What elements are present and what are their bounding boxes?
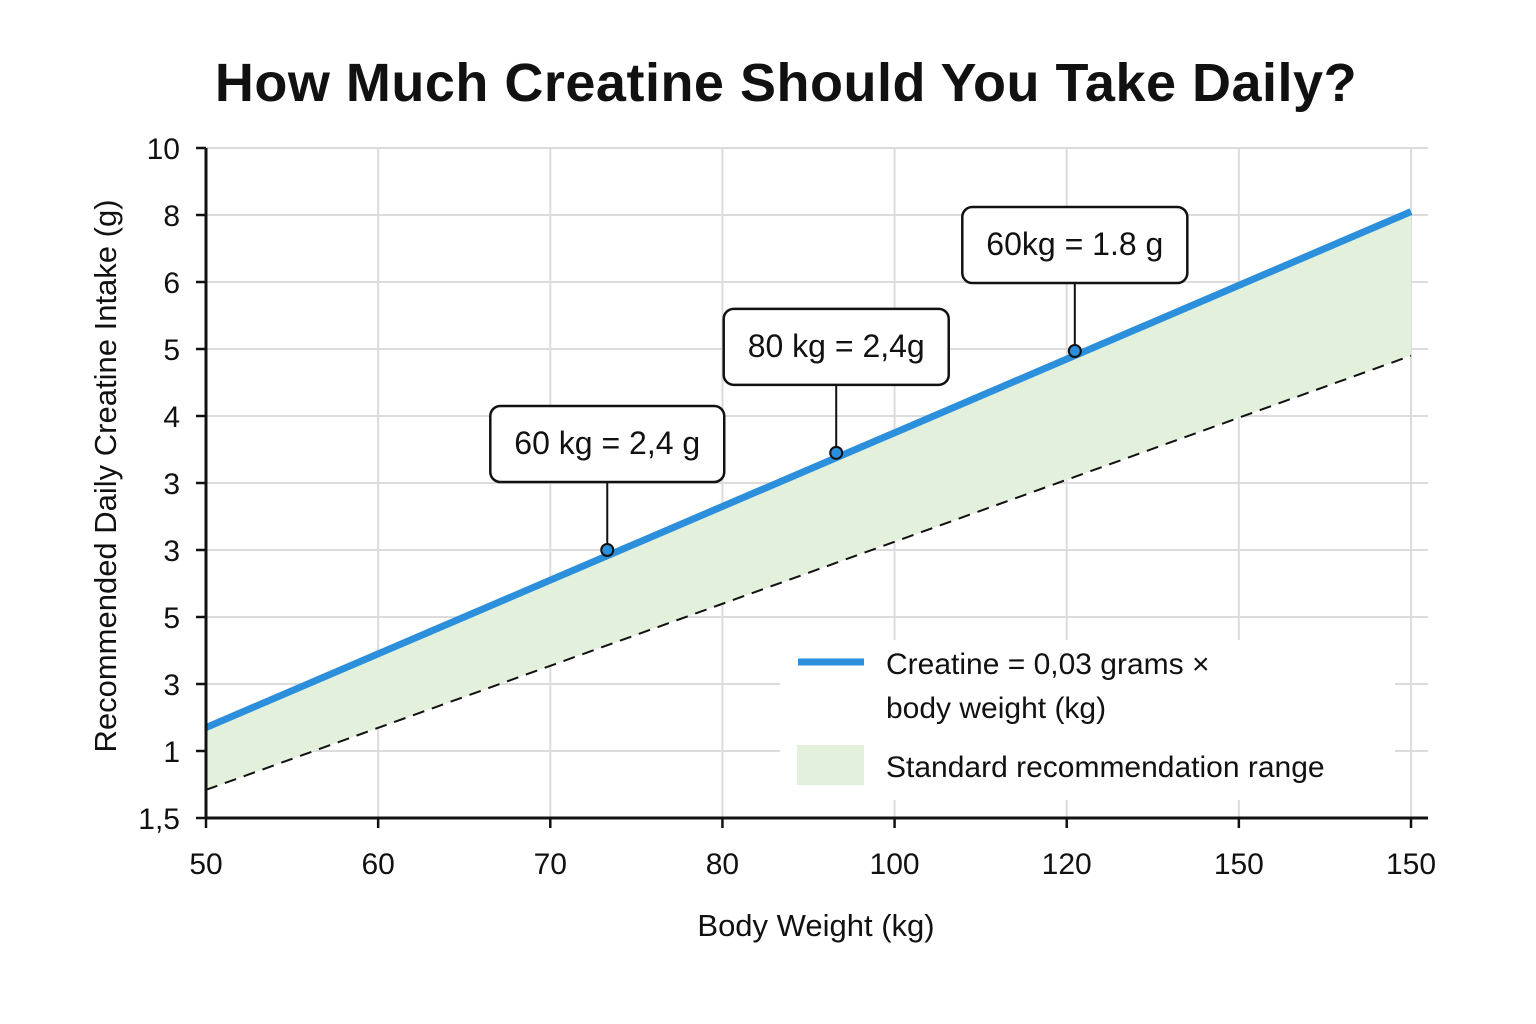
creatine-line: [204, 208, 1413, 731]
annotation: 80 kg = 2,4g: [722, 307, 950, 460]
x-tick-label: 60: [361, 848, 394, 881]
band-layer: [206, 211, 1411, 790]
x-tick-label: 80: [706, 848, 739, 881]
data-point-marker: [1067, 344, 1082, 359]
x-tick-label: 50: [189, 848, 222, 881]
y-axis-label: Recommended Daily Creatine Intake (g): [88, 199, 123, 752]
x-tick-label: 150: [1214, 848, 1264, 881]
y-tick-label: 3: [163, 535, 180, 568]
y-tick-label: 1: [163, 736, 180, 769]
x-tick-label: 70: [534, 848, 567, 881]
annotation-label: 60kg = 1.8 g: [986, 226, 1163, 262]
legend-band-swatch: [797, 745, 864, 785]
annotation: 60kg = 1.8 g: [961, 205, 1189, 359]
y-tick-label: 3: [163, 468, 180, 501]
y-tick-label: 5: [163, 602, 180, 635]
x-tick-label: 120: [1042, 848, 1092, 881]
y-tick-label: 10: [147, 133, 180, 166]
legend: Creatine = 0,03 grams × body weight (kg)…: [780, 640, 1395, 800]
x-tick-label: 100: [870, 848, 920, 881]
y-tick-label: 6: [163, 267, 180, 300]
x-axis-label: Body Weight (kg): [697, 908, 934, 943]
lower-bound-dashed-line: [205, 354, 1412, 791]
y-tick-label: 4: [163, 401, 180, 434]
axes: 50 60 70 80 100 120 150 150 1,5 1 3 5 3 3 4 5 6 8 10: [138, 133, 1436, 881]
y-tick-label: 3: [163, 669, 180, 702]
y-tick-label: 8: [163, 200, 180, 233]
data-point-marker: [829, 445, 844, 460]
legend-band-label: Standard recommendation range: [886, 751, 1325, 784]
y-tick-label: 5: [163, 334, 180, 367]
y-tick-label: 1,5: [138, 803, 180, 836]
annotations: 60 kg = 2,4 g 80 kg = 2,4g 60kg = 1.8 g: [489, 205, 1189, 557]
series-layer: [204, 208, 1413, 791]
legend-line-label-2: body weight (kg): [886, 692, 1106, 725]
annotation: 60 kg = 2,4 g: [489, 404, 726, 557]
recommendation-band: [206, 211, 1411, 790]
annotation-label: 60 kg = 2,4 g: [514, 425, 700, 461]
x-tick-label: 150: [1386, 848, 1436, 881]
data-point-marker: [600, 543, 615, 557]
legend-line-label-1: Creatine = 0,03 grams ×: [886, 648, 1210, 681]
chart-title: How Much Creatine Should You Take Daily?: [214, 53, 1358, 113]
legend-background: [780, 640, 1395, 800]
annotation-label: 80 kg = 2,4g: [748, 328, 925, 364]
